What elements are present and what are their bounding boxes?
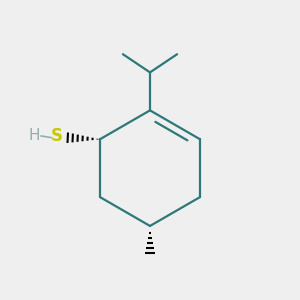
Text: H: H <box>28 128 40 143</box>
Text: S: S <box>51 127 63 145</box>
